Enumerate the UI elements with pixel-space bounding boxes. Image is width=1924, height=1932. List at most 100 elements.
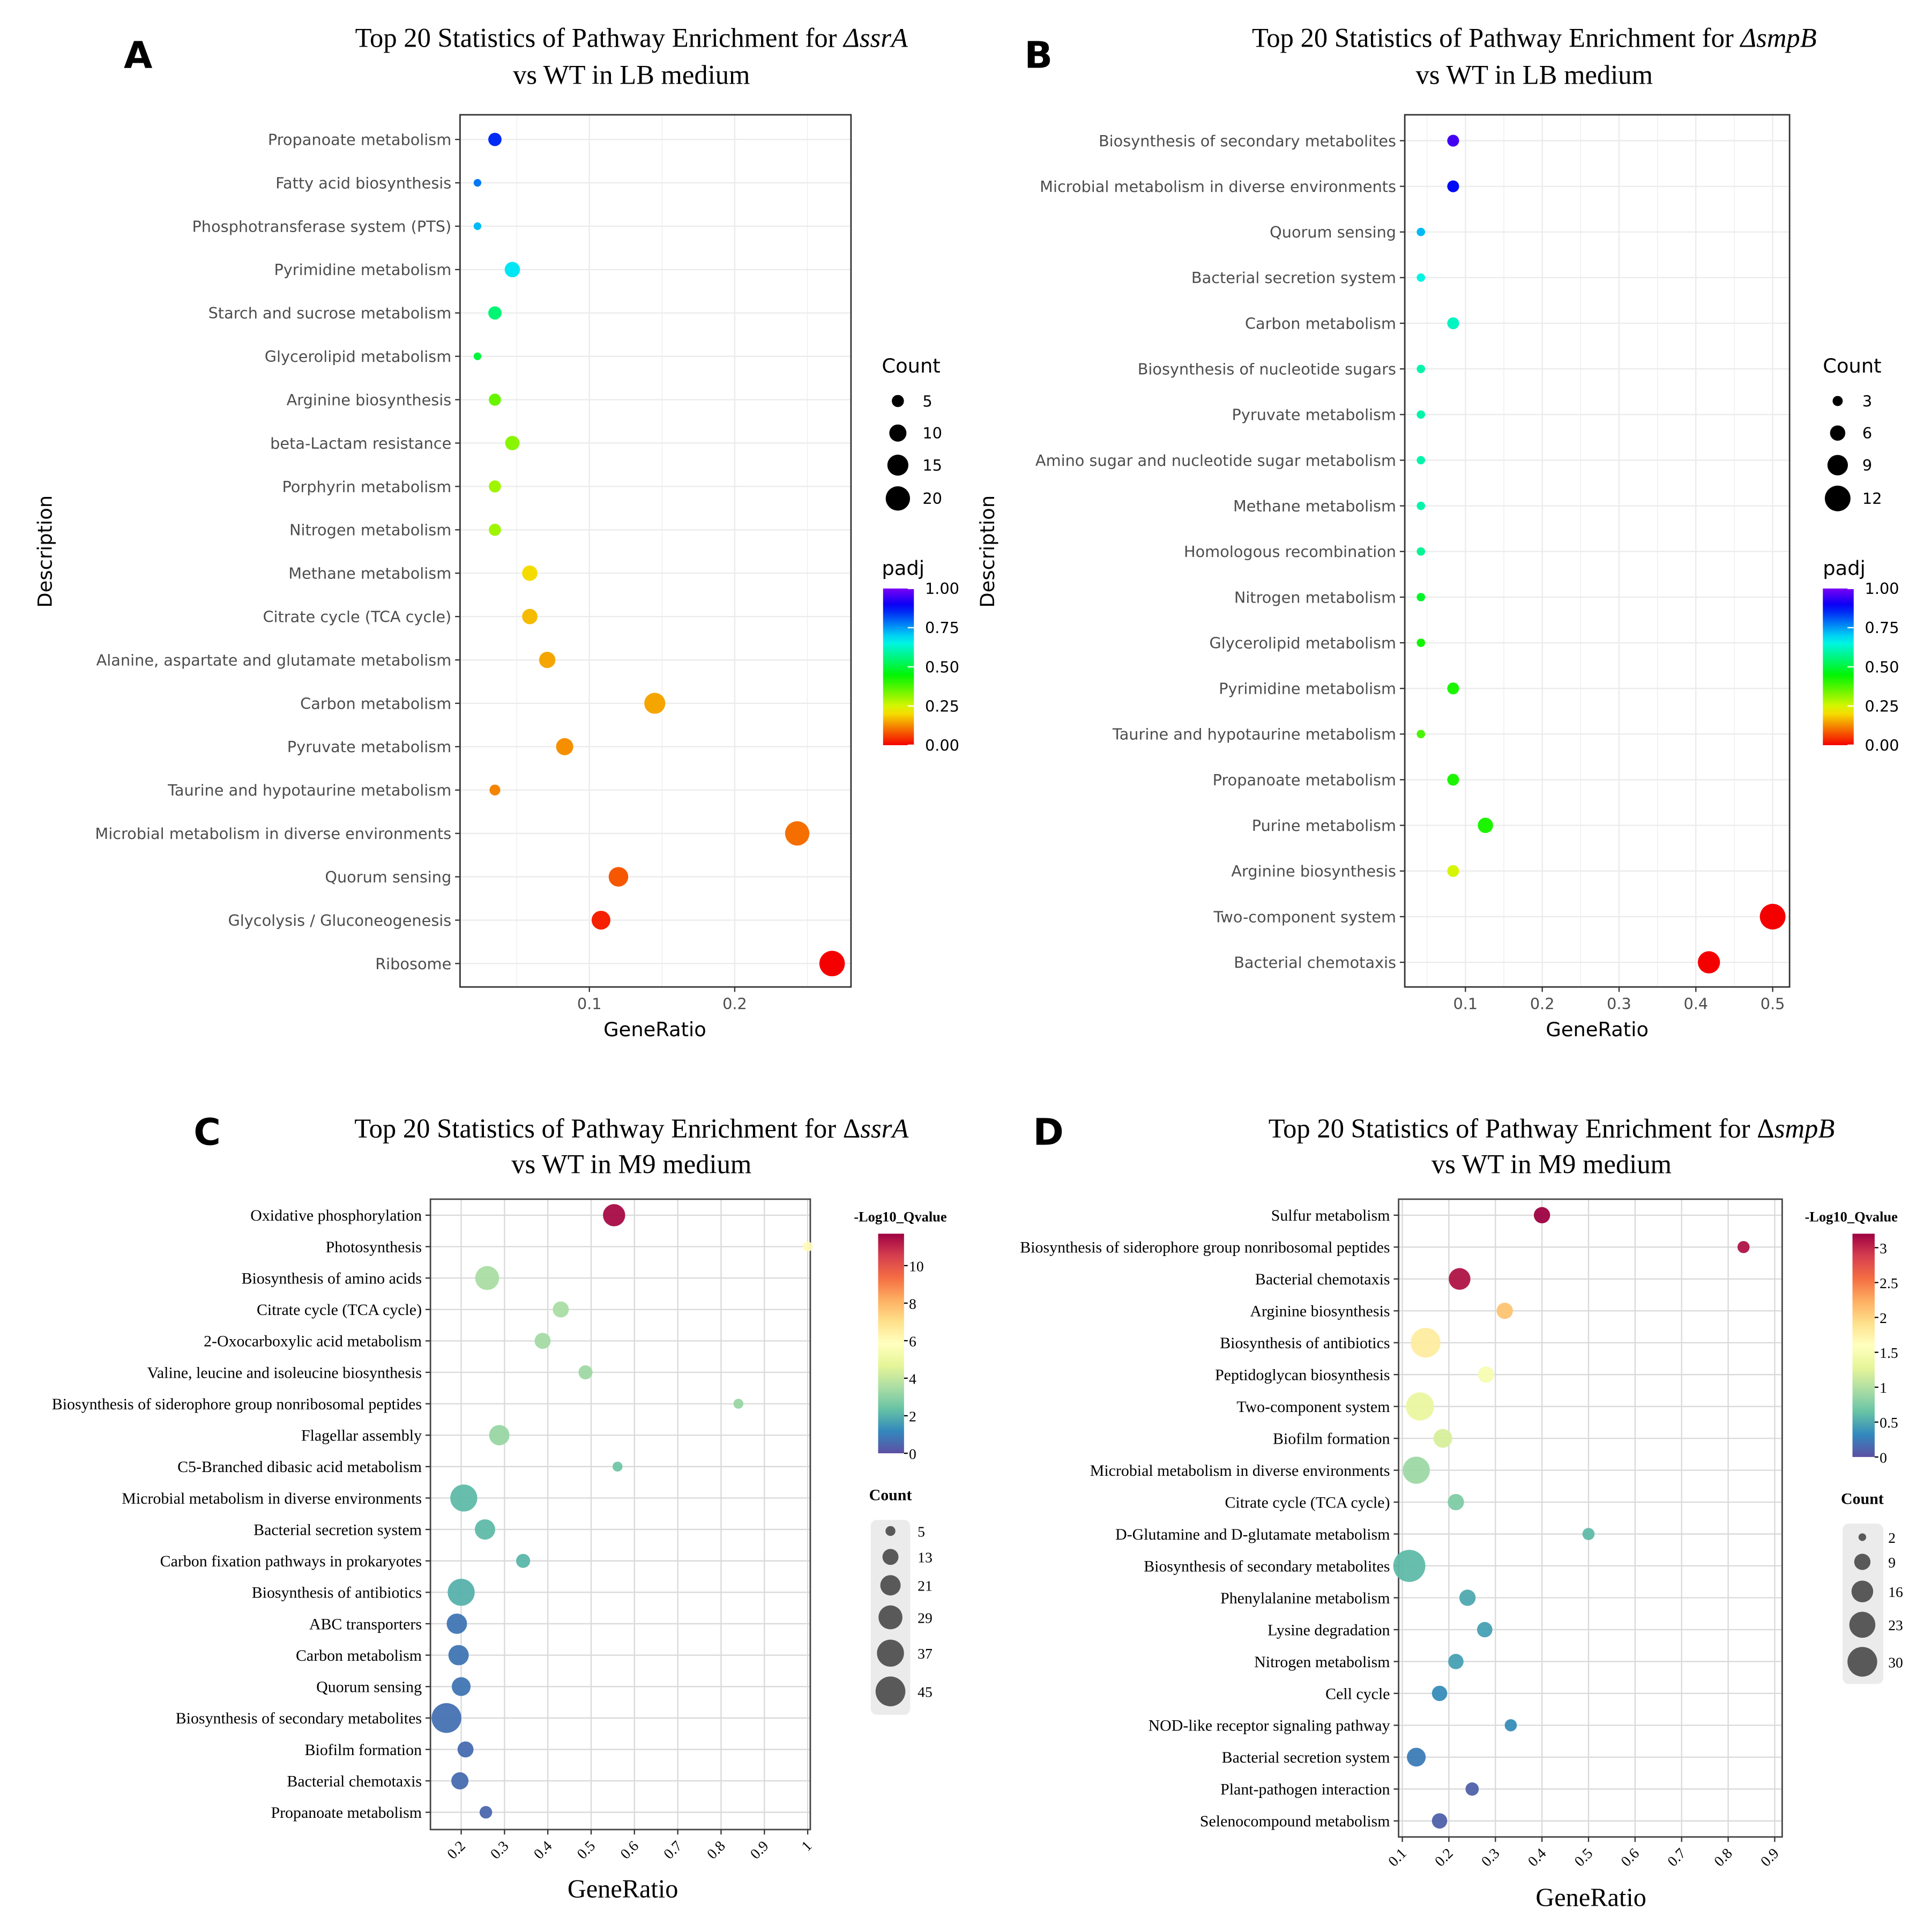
x-axis-title: GeneRatio [568, 1875, 678, 1903]
size-legend-dot [1847, 1647, 1877, 1677]
chart-title-line2: vs WT in M9 medium [1431, 1149, 1672, 1179]
point [539, 651, 556, 668]
y-tick-label: Microbial metabolism in diverse environm… [95, 824, 451, 843]
y-tick-label: Carbon fixation pathways in prokaryotes [160, 1552, 422, 1570]
y-axis-title: Description [976, 495, 999, 608]
title-prefix: Top 20 Statistics of Pathway Enrichment … [1252, 23, 1740, 53]
size-legend-key-background [1843, 1524, 1884, 1684]
y-tick-label: Valine, leucine and isoleucine biosynthe… [147, 1364, 422, 1381]
size-legend-label: 9 [1862, 456, 1872, 474]
point [578, 1365, 593, 1380]
y-tick-label: Phenylalanine metabolism [1220, 1589, 1390, 1607]
y-tick-label: Sulfur metabolism [1271, 1207, 1390, 1224]
point [479, 1805, 493, 1819]
panel-letter: A [124, 34, 153, 77]
chart-title-line1: Top 20 Statistics of Pathway Enrichment … [1269, 1113, 1835, 1143]
y-tick-label: Pyrimidine metabolism [1219, 680, 1396, 698]
color-legend-label: 0 [1880, 1449, 1887, 1466]
point [1582, 1528, 1595, 1540]
point [1533, 1207, 1550, 1224]
point [1496, 1303, 1513, 1319]
point [534, 1333, 551, 1349]
size-legend-label: 16 [1888, 1584, 1903, 1600]
color-legend-label: 0.50 [1865, 658, 1899, 676]
size-legend-dot [885, 486, 910, 511]
point [1407, 1748, 1426, 1767]
y-tick-label: Fatty acid biosynthesis [275, 174, 451, 192]
point [1697, 951, 1720, 974]
y-tick-label: Plant-pathogen interaction [1220, 1781, 1390, 1799]
plot-border [1398, 1198, 1783, 1838]
x-tick-label: 0.3 [1607, 995, 1631, 1013]
y-tick-label: Biosynthesis of secondary metabolites [1099, 132, 1396, 150]
x-tick-label: 0.1 [1385, 1845, 1410, 1869]
x-tick-label: 0.2 [1530, 995, 1555, 1013]
point [451, 1677, 471, 1696]
size-legend-label: 6 [1862, 424, 1872, 442]
point [733, 1399, 744, 1409]
y-tick-label: Quorum sensing [1270, 223, 1396, 241]
x-tick-label: 0.2 [722, 995, 747, 1013]
point [1431, 1813, 1448, 1829]
color-legend-label: 0.00 [925, 736, 959, 754]
size-legend-label: 5 [922, 392, 932, 410]
color-legend-label: 3 [1880, 1240, 1887, 1257]
y-tick-label: Bacterial chemotaxis [287, 1772, 422, 1790]
size-legend-dot [1830, 425, 1846, 441]
point [446, 1613, 467, 1634]
y-tick-label: Carbon metabolism [300, 694, 451, 712]
point [556, 738, 573, 755]
y-tick-label: Alanine, aspartate and glutamate metabol… [96, 651, 452, 669]
color-legend-label: 6 [909, 1333, 916, 1349]
chart-title-line1: Top 20 Statistics of Pathway Enrichment … [354, 1113, 909, 1143]
point [488, 306, 502, 320]
x-tick-label: 0.8 [1711, 1845, 1735, 1869]
y-tick-label: Carbon metabolism [296, 1647, 422, 1665]
point [603, 1204, 625, 1227]
y-tick-label: Quorum sensing [325, 868, 451, 886]
y-tick-label: Methane metabolism [1233, 497, 1396, 515]
y-tick-label: Biosynthesis of siderophore group nonrib… [1020, 1239, 1390, 1257]
point [489, 480, 501, 493]
color-legend-label: 2.5 [1880, 1275, 1898, 1291]
point [1406, 1392, 1434, 1421]
x-tick-label: 0.8 [704, 1837, 728, 1862]
point [448, 1645, 469, 1666]
y-tick-label: Methane metabolism [288, 564, 451, 583]
y-tick-label: Bacterial secretion system [1191, 269, 1396, 287]
plot-background [1398, 1199, 1783, 1837]
point [1416, 593, 1426, 601]
title-gene: ΔsmpB [1739, 23, 1816, 53]
point [608, 867, 629, 887]
y-tick-label: Purine metabolism [1252, 816, 1396, 835]
y-tick-label: Phosphotransferase system (PTS) [192, 217, 451, 235]
color-legend-label: 1.5 [1880, 1344, 1898, 1361]
y-tick-label: NOD-like receptor signaling pathway [1149, 1717, 1390, 1735]
x-tick-label: 0.5 [1571, 1845, 1595, 1869]
x-tick-label: 0.5 [573, 1837, 598, 1862]
color-legend-label: 0.75 [1865, 619, 1899, 637]
size-legend-dot [1827, 455, 1848, 475]
x-tick-label: 0.3 [1478, 1845, 1502, 1869]
point [1504, 1719, 1517, 1732]
point [1477, 1622, 1493, 1638]
color-legend-label: 2 [1880, 1310, 1887, 1326]
point [522, 608, 538, 625]
y-tick-label: Microbial metabolism in diverse environm… [1090, 1462, 1390, 1480]
size-legend-label: 3 [1862, 392, 1872, 410]
x-tick-label: 0.6 [617, 1837, 642, 1862]
point [1447, 774, 1459, 786]
chart-title-line2: vs WT in LB medium [513, 60, 750, 90]
x-tick-label: 0.1 [1453, 995, 1478, 1013]
y-tick-label: Microbial metabolism in diverse environm… [1040, 177, 1396, 196]
size-legend-dot [878, 1605, 903, 1630]
size-legend-label: 15 [922, 456, 942, 474]
point [613, 1461, 623, 1472]
y-tick-label: Biosynthesis of amino acids [242, 1269, 422, 1287]
color-legend-label: 0.75 [925, 619, 959, 637]
y-tick-label: Pyruvate metabolism [287, 738, 452, 756]
y-tick-label: 2-Oxocarboxylic acid metabolism [204, 1333, 422, 1350]
point [489, 1425, 510, 1446]
color-legend-title: -Log10_Qvalue [854, 1208, 947, 1224]
